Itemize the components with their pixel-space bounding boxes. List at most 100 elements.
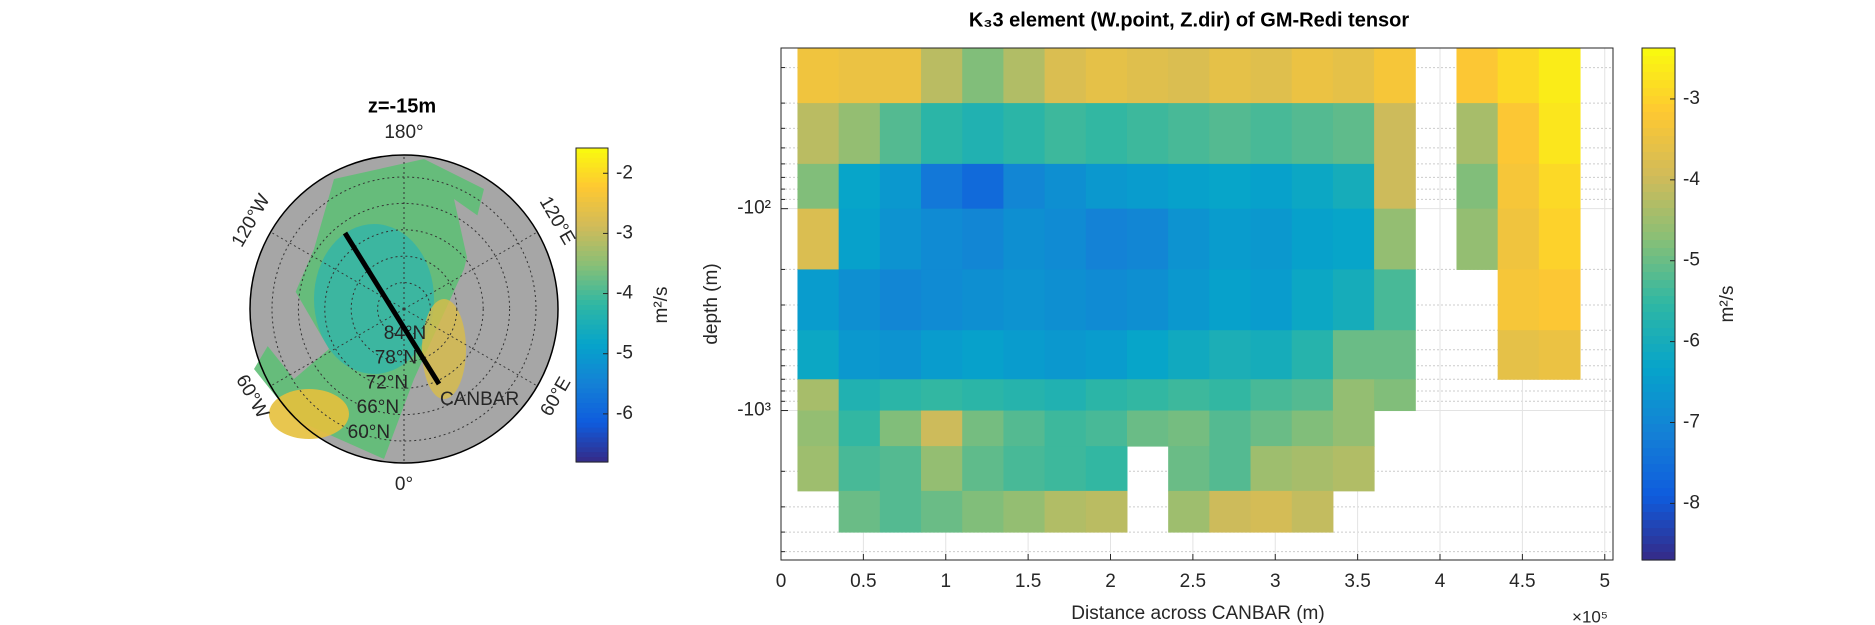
colorbar-swatch [576,270,608,277]
colorbar-swatch [1642,168,1675,177]
cell [838,48,881,104]
colorbar-swatch [576,319,608,326]
colorbar-swatch [1642,216,1675,225]
colorbar-swatch [1642,240,1675,249]
colorbar-swatch [1642,384,1675,393]
cell [797,410,840,447]
colorbar-swatch [1642,312,1675,321]
cell [1085,163,1128,210]
cell [1332,269,1375,331]
cell [1291,163,1334,210]
colorbar-swatch [576,148,608,154]
cell [879,163,922,210]
cell [1497,48,1540,104]
cell [962,330,1004,380]
cell [797,48,840,104]
cell [1332,208,1375,270]
colorbar-swatch [1642,320,1675,329]
colorbar-swatch [576,427,608,434]
colorbar-swatch [576,442,608,448]
graticule-lat [350,255,458,363]
colorbar-tick-label: -4 [616,283,633,304]
cell [1126,330,1169,380]
cell [1250,446,1293,492]
colorbar-swatch [1642,248,1675,257]
colorbar-tick-label: -3 [616,222,633,243]
cell [797,330,840,380]
cell [1168,163,1210,210]
colorbar-swatch [576,373,608,380]
cell [1332,103,1375,165]
cell [1250,330,1293,380]
cell [1003,490,1046,533]
colorbar-swatch [1642,224,1675,233]
cell [1291,48,1334,104]
colorbar-tick-label: -7 [1683,412,1700,433]
colorbar-swatch [576,349,608,355]
cell [962,103,1004,165]
colorbar-swatch [576,457,608,463]
cell [1126,48,1169,104]
colorbar-swatch [576,236,608,242]
colorbar-swatch [1642,344,1675,353]
cell [1291,103,1334,165]
cell [1291,330,1334,380]
colorbar-swatch [576,226,608,233]
colorbar-swatch [1642,264,1675,273]
cell [962,410,1004,447]
colorbar-swatch [1642,408,1675,417]
cell [1168,410,1210,447]
colorbar-swatch [1642,232,1675,241]
colorbar-swatch [1642,80,1675,89]
cell [1168,48,1210,104]
colorbar-swatch [1642,64,1675,73]
colorbar-swatch [1642,144,1675,153]
cell [1250,208,1293,270]
colorbar-swatch [576,285,608,291]
colorbar-swatch [576,172,608,179]
cell [1538,163,1581,210]
colorbar-swatch [1642,488,1675,497]
cell [1291,410,1334,447]
cell [1044,269,1087,331]
cell [962,48,1004,104]
graticule-lon [270,308,405,387]
colorbar-tick-label: -4 [1683,169,1700,190]
cell [879,330,922,380]
cell [1085,490,1128,533]
colorbar-swatch [1642,176,1675,185]
cell [1291,269,1334,331]
cell [1538,269,1581,331]
colorbar-tick-label: -3 [1683,88,1700,109]
colorbar-swatch [1642,400,1675,409]
colorbar-swatch [1642,128,1675,137]
colorbar-swatch [576,354,608,360]
cell [1250,490,1293,533]
colorbar-swatch [576,246,608,252]
cell [1085,410,1128,447]
colorbar-swatch [576,295,608,301]
cell [879,103,922,165]
cell [1497,330,1540,380]
colorbar-swatch [1642,88,1675,97]
cell [1250,379,1293,412]
colorbar-swatch [576,334,608,340]
colorbar-tick-label: -6 [1683,331,1700,352]
cell [1374,208,1416,270]
cell [1291,490,1334,533]
colorbar-swatch [576,432,608,439]
colorbar-swatch [576,216,608,223]
cell [921,330,963,380]
cell [1497,163,1540,210]
colorbar-swatch [576,177,608,183]
x-tick-label: 0 [776,571,787,592]
cell [1085,48,1128,104]
cell [1003,163,1046,210]
colorbar-swatch [576,221,608,228]
cell [1209,103,1252,165]
x-tick-label: 2.5 [1180,571,1206,592]
cell [797,379,840,412]
cell [921,103,963,165]
colorbar-swatch [576,358,608,365]
cell [1497,103,1540,165]
